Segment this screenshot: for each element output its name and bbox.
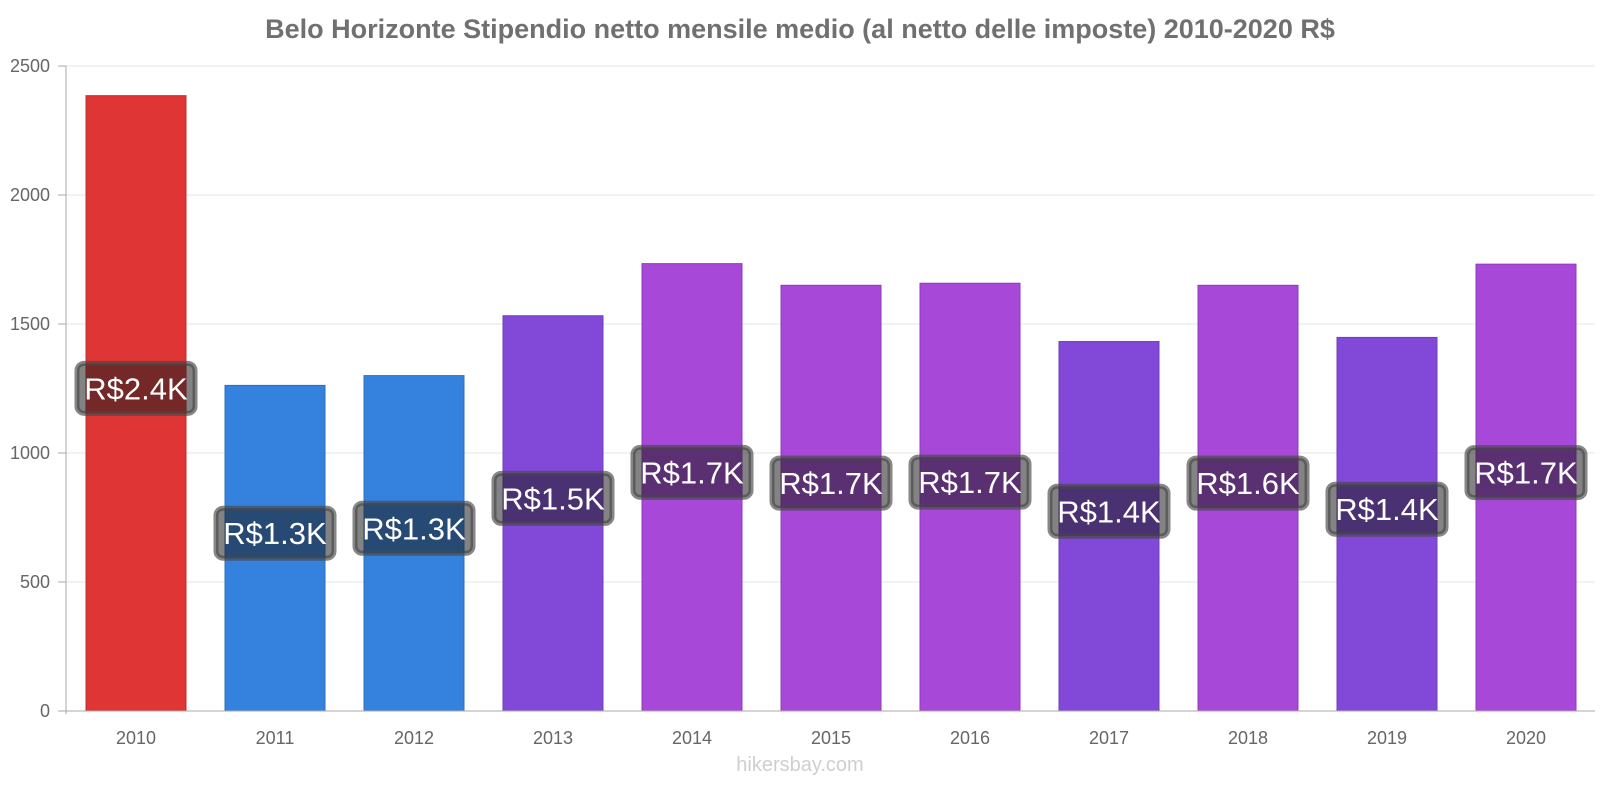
data-label-box <box>1186 455 1310 511</box>
axes <box>60 66 1595 714</box>
x-tick-label: 2018 <box>1228 728 1268 748</box>
chart-title: Belo Horizonte Stipendio netto mensile m… <box>265 14 1335 44</box>
data-label: R$2.4K <box>84 371 188 406</box>
x-tick-label: 2016 <box>950 728 990 748</box>
x-tick-label: 2015 <box>811 728 851 748</box>
data-label-box <box>630 444 754 500</box>
data-label-box <box>769 455 893 511</box>
y-tick-label: 2000 <box>10 185 50 205</box>
data-labels: R$2.4K R$1.3K R$1.3K R$1.5K R$1.7K R$1.7K R$1.… <box>74 360 1588 561</box>
data-label-box <box>1325 481 1449 537</box>
data-label: R$1.4K <box>1057 494 1161 529</box>
watermark: hikersbay.com <box>736 754 864 776</box>
x-axis-labels: 2010 2011 2012 2013 2014 2015 2016 2017 2018 2019… <box>116 728 1546 748</box>
data-label: R$1.5K <box>501 481 605 516</box>
data-label-box <box>491 470 615 526</box>
y-axis-ticks: 0 500 1000 1500 2000 2500 <box>10 56 66 721</box>
bars <box>85 95 1577 712</box>
data-label: R$1.7K <box>1474 456 1578 491</box>
y-tick-label: 2500 <box>10 56 50 76</box>
data-label: R$1.3K <box>223 516 327 551</box>
data-label: R$1.6K <box>1196 466 1300 501</box>
x-tick-label: 2020 <box>1506 728 1546 748</box>
data-label: R$1.4K <box>1335 492 1439 527</box>
data-label: R$1.7K <box>779 466 883 501</box>
x-tick-label: 2010 <box>116 728 156 748</box>
data-label-box <box>908 454 1032 510</box>
data-label-box <box>1047 483 1171 539</box>
data-label: R$1.7K <box>918 465 1022 500</box>
x-tick-label: 2019 <box>1367 728 1407 748</box>
x-tick-label: 2011 <box>256 728 295 748</box>
y-tick-label: 1000 <box>10 443 50 463</box>
data-label-box <box>1464 445 1588 501</box>
data-label-box <box>352 500 476 556</box>
y-tick-label: 500 <box>20 572 50 592</box>
data-label-box <box>74 360 198 416</box>
x-tick-label: 2013 <box>533 728 573 748</box>
x-tick-label: 2014 <box>672 728 712 748</box>
data-label: R$1.3K <box>362 511 466 546</box>
data-label-box <box>213 505 337 561</box>
data-label: R$1.7K <box>640 455 744 490</box>
x-tick-label: 2017 <box>1089 728 1129 748</box>
y-tick-label: 0 <box>40 701 50 721</box>
y-tick-label: 1500 <box>10 314 50 334</box>
x-tick-label: 2012 <box>394 728 434 748</box>
